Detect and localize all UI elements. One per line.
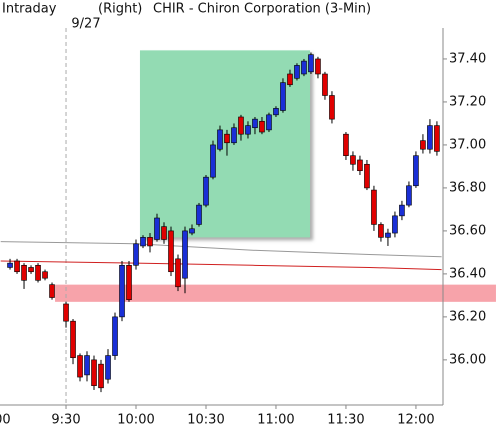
candle-body <box>238 116 244 135</box>
zone <box>55 284 496 302</box>
x-tick-label: 11:00 <box>257 413 294 428</box>
candle-body <box>399 204 405 217</box>
candle-body <box>385 232 391 238</box>
candle-body <box>7 262 13 268</box>
candle-body <box>294 65 300 79</box>
candle-body <box>252 118 258 129</box>
candle-body <box>21 264 27 281</box>
y-tick-label: 36.40 <box>449 266 486 281</box>
candle-body <box>203 176 209 206</box>
candle-body <box>434 125 440 152</box>
candle-body <box>70 320 76 359</box>
candle-body <box>350 155 356 165</box>
candle-body <box>133 243 139 266</box>
candle-body <box>406 185 412 206</box>
candle-body <box>308 54 314 73</box>
candle-body <box>329 95 335 120</box>
candle-body <box>189 228 195 234</box>
y-tick-label: 36.20 <box>449 309 486 324</box>
candle-body <box>420 140 426 150</box>
x-tick-label: 9:00 <box>0 413 11 428</box>
candle-body <box>245 125 251 135</box>
candle-body <box>14 260 20 273</box>
candle-body <box>343 133 349 156</box>
candle-body <box>182 230 188 279</box>
candle-body <box>259 120 265 133</box>
overlay-line <box>0 241 442 258</box>
candle-body <box>77 355 83 378</box>
candle-body <box>210 144 216 178</box>
candle-body <box>175 258 181 288</box>
candle-body <box>364 163 370 189</box>
candle-body <box>42 271 48 279</box>
candle-body <box>287 73 293 86</box>
x-tick-label: 12:00 <box>397 413 434 428</box>
candle-body <box>98 363 104 389</box>
candle-body <box>217 129 223 150</box>
candle-body <box>196 204 202 225</box>
candle-body <box>140 237 146 247</box>
candle-body <box>273 108 279 116</box>
y-tick-label: 36.00 <box>449 352 486 367</box>
candle-body <box>322 73 328 96</box>
candle-body <box>224 133 230 144</box>
candle-body <box>371 189 377 225</box>
candle-body <box>84 355 90 376</box>
candle-body <box>378 224 384 238</box>
y-tick-label: 37.20 <box>449 94 486 109</box>
candle-body <box>147 237 153 247</box>
candle-body <box>413 155 419 187</box>
candle-body <box>126 264 132 300</box>
candle-body <box>63 303 69 322</box>
candle-body <box>112 316 118 356</box>
candle-body <box>28 267 34 273</box>
y-tick-label: 36.80 <box>449 180 486 195</box>
y-tick-label: 37.00 <box>449 137 486 152</box>
candle-body <box>49 284 55 298</box>
x-tick-label: 10:00 <box>117 413 154 428</box>
candle-body <box>91 359 97 386</box>
candle-body <box>105 355 111 380</box>
candle-body <box>357 159 363 172</box>
candle-body <box>119 264 125 318</box>
candle-body <box>154 217 160 240</box>
candle-body <box>168 230 174 273</box>
x-tick-label: 9:30 <box>51 413 80 428</box>
candle-body <box>315 58 321 75</box>
chart-title: CHIR - Chiron Corporation (3-Min) <box>153 2 371 17</box>
overlay-line <box>0 260 442 271</box>
date-marker-label: 9/27 <box>71 17 100 32</box>
zone <box>139 50 311 238</box>
candle-body <box>231 127 237 144</box>
plot: 9/27 36.00 36.20 36.40 36.60 36.80 37.00 37.20 3… <box>0 17 486 428</box>
candle-body <box>427 125 433 150</box>
candle-body <box>35 264 41 281</box>
candle-body <box>161 226 167 240</box>
x-tick-label: 10:30 <box>187 413 224 428</box>
header-left: Intraday <box>2 2 57 17</box>
x-tick-label: 11:30 <box>327 413 364 428</box>
candle-body <box>266 114 272 131</box>
candle-body <box>280 82 286 111</box>
candle-body <box>301 60 307 75</box>
candle-body <box>392 215 398 234</box>
zones <box>55 50 496 302</box>
y-tick-label: 36.60 <box>449 223 486 238</box>
axis-side: (Right) <box>98 2 142 17</box>
y-tick-label: 37.40 <box>449 51 486 66</box>
